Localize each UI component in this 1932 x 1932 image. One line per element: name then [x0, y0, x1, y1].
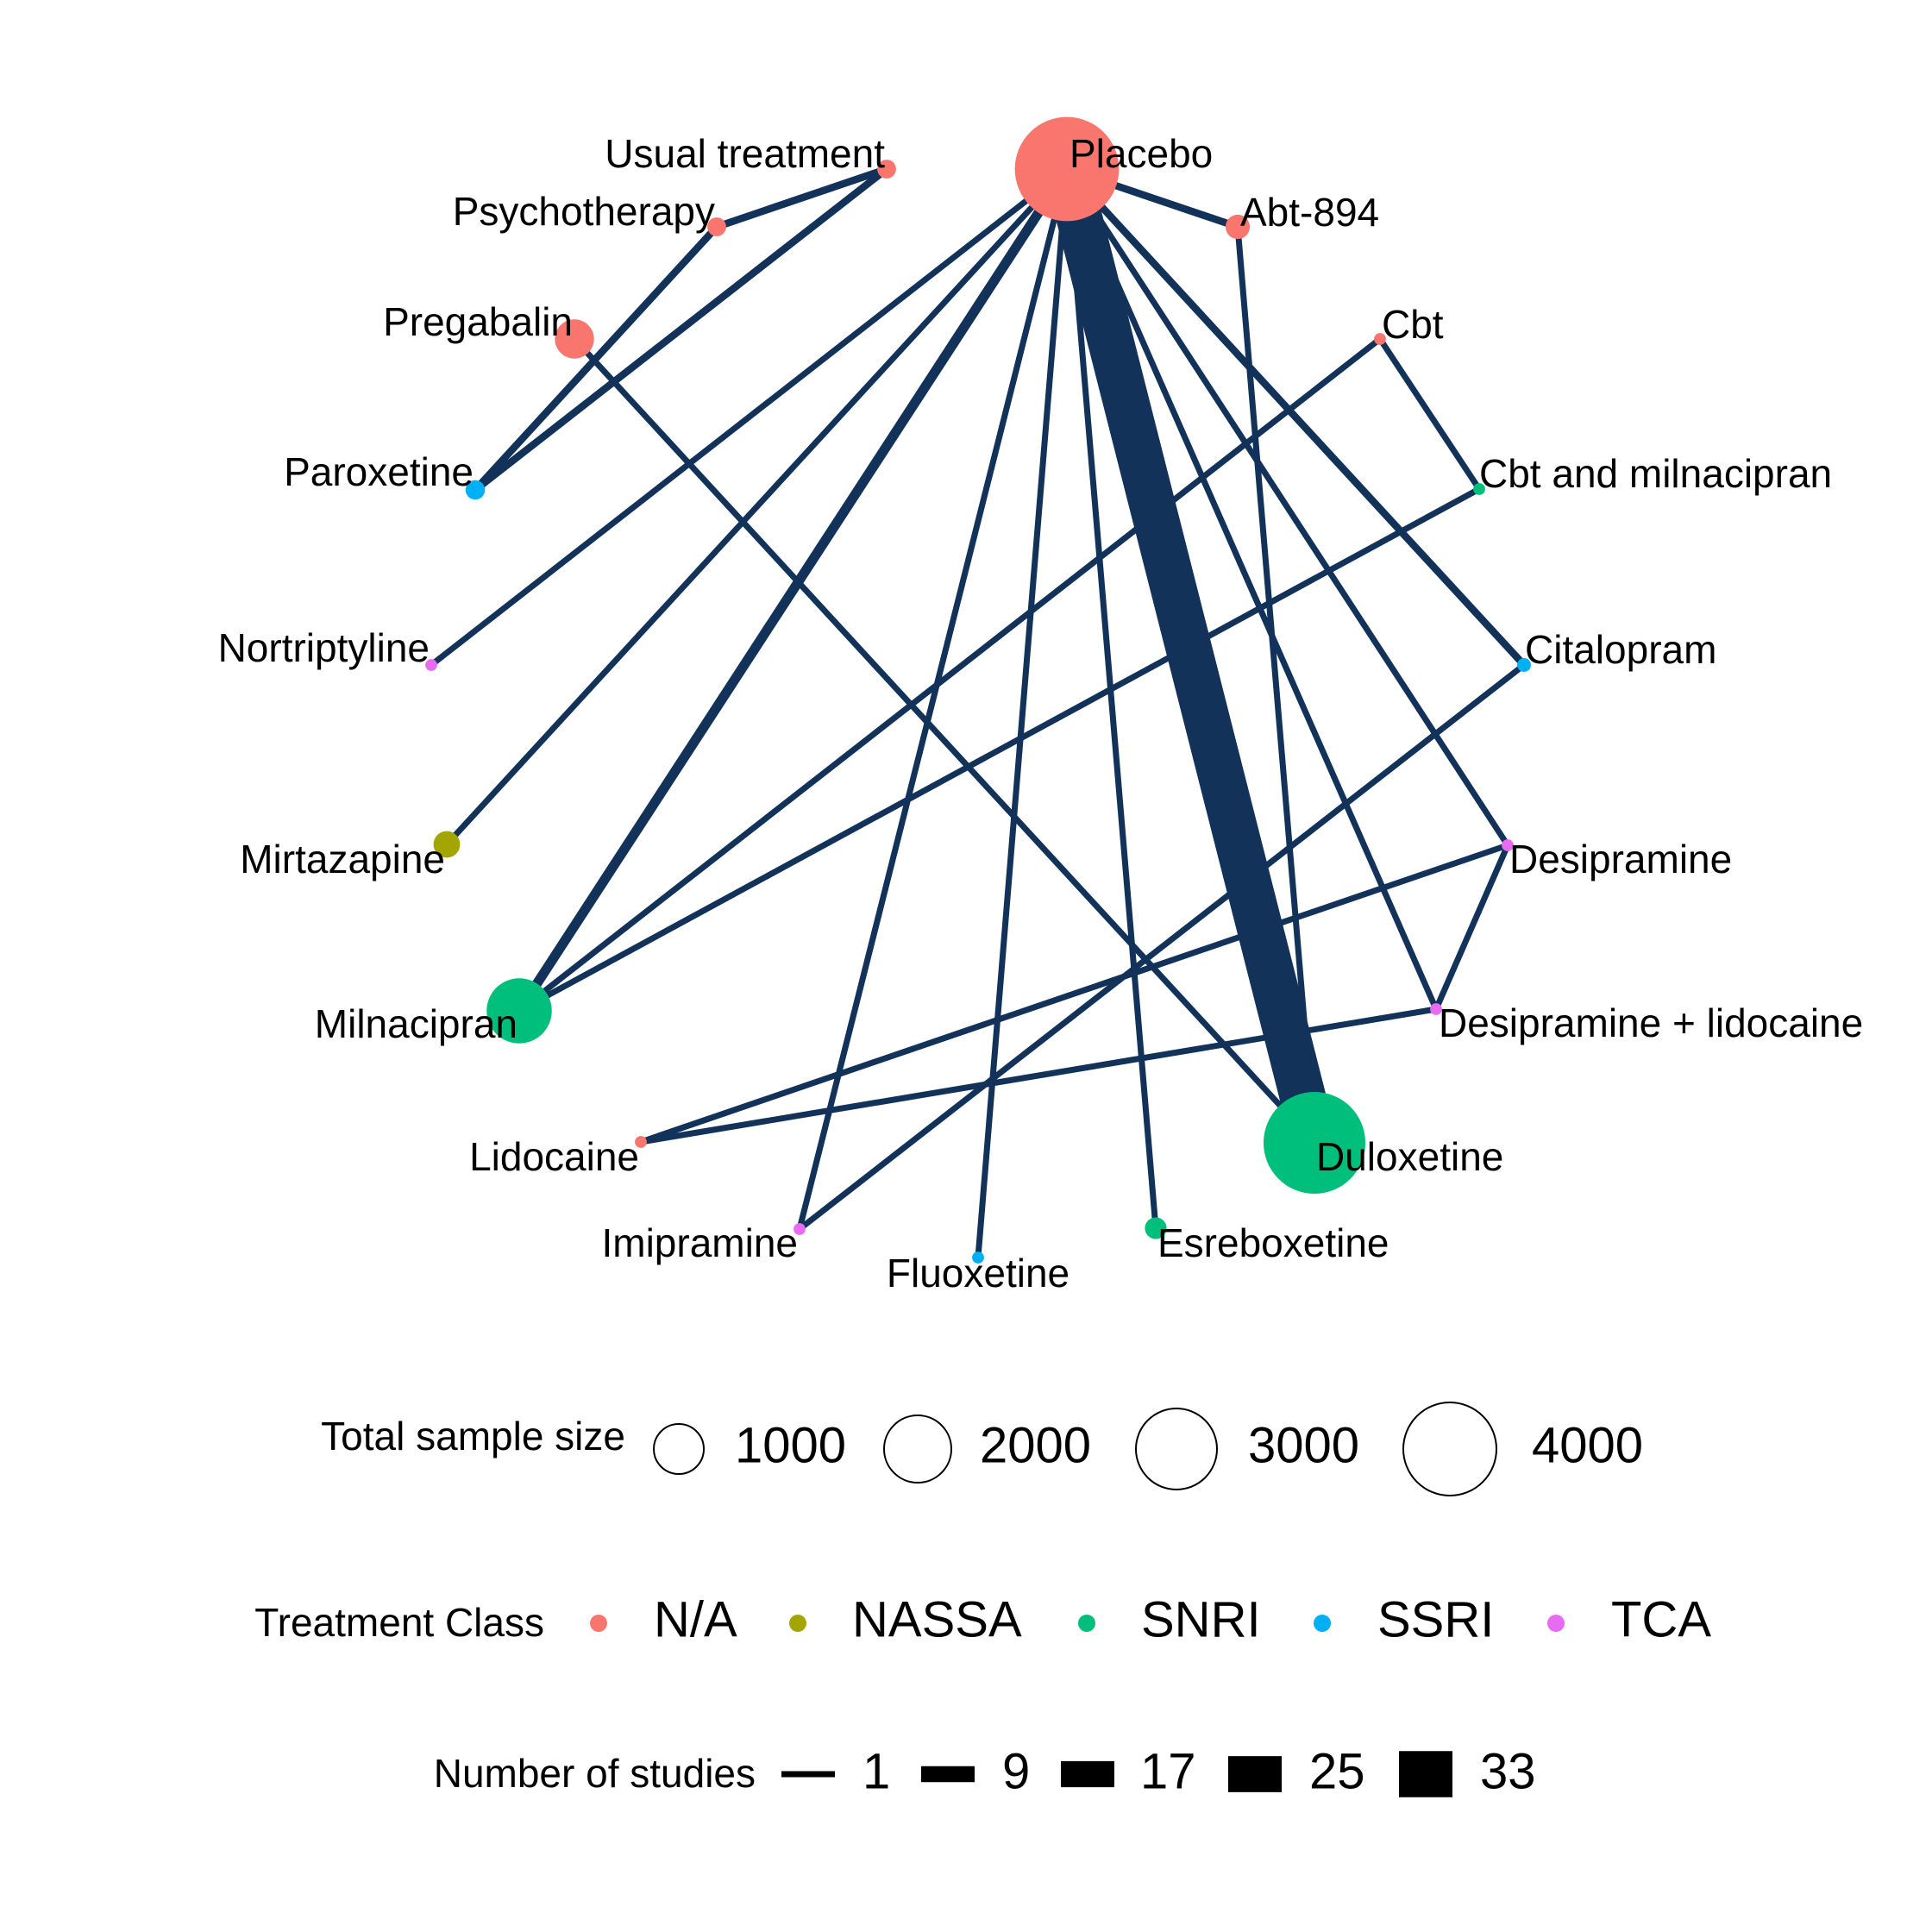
- node-pregabalin: [555, 319, 594, 359]
- node-label-mirtazapine: Mirtazapine: [240, 837, 445, 881]
- node-label-desipramine: Desipramine: [1509, 837, 1732, 881]
- node-mirtazapine: [433, 831, 461, 858]
- edge-placebo-esreboxetine: [1063, 168, 1159, 1229]
- node-label-duloxetine: Duloxetine: [1316, 1134, 1503, 1179]
- node-label-fluoxetine: Fluoxetine: [887, 1251, 1070, 1295]
- node-label-cbt: Cbt: [1382, 302, 1444, 347]
- edges-layer: [429, 163, 1527, 1258]
- legend-studies-label-17: 17: [1140, 1743, 1196, 1799]
- legend-studies-label-9: 9: [1002, 1743, 1030, 1799]
- legend-size-circle-4000: [1402, 1402, 1497, 1496]
- node-label-citalopram: Citalopram: [1525, 627, 1716, 672]
- node-nortriptyline: [425, 659, 437, 671]
- legend-size-circle-1000: [653, 1423, 705, 1475]
- edge-placebo-citalopram: [1063, 166, 1527, 668]
- node-abt-894: [1225, 214, 1251, 240]
- edge-placebo-duloxetine: [1044, 163, 1337, 1149]
- edge-placebo-mirtazapine: [444, 166, 1070, 847]
- legend-sample-size: Total sample size 1000 2000 3000 4000: [321, 1402, 1643, 1496]
- node-cbt: [1374, 333, 1386, 345]
- legend-class-dot-n-a: [590, 1615, 607, 1632]
- edge-placebo-nortriptyline: [429, 166, 1070, 668]
- node-label-pregabalin: Pregabalin: [383, 299, 573, 344]
- node-label-nortriptyline: Nortriptyline: [218, 625, 430, 670]
- node-citalopram: [1517, 658, 1531, 672]
- legend-sample-size-title: Total sample size: [321, 1414, 625, 1458]
- legend-size-label-1000: 1000: [735, 1417, 846, 1473]
- edge-desipramine-lidocaine-lidocaine: [640, 1006, 1437, 1145]
- legend-size-circle-2000: [883, 1414, 952, 1484]
- legend-size-label-3000: 3000: [1248, 1417, 1359, 1473]
- node-label-lidocaine: Lidocaine: [469, 1134, 639, 1179]
- edge-placebo-milnacipran: [515, 166, 1071, 1014]
- node-label-paroxetine: Paroxetine: [284, 449, 474, 494]
- node-label-desipramine-lidocaine: Desipramine + lidocaine: [1439, 1000, 1863, 1045]
- node-label-abt-894: Abt-894: [1240, 190, 1379, 235]
- labels-layer: Placebo Abt-894 Cbt Cbt and milnacipran Cita…: [218, 131, 1864, 1295]
- edge-cbt-and-milnacipran-milnacipran: [518, 486, 1481, 1014]
- edge-cbt-milnacipran: [517, 336, 1383, 1013]
- legend-class-label-snri: SNRI: [1141, 1591, 1261, 1647]
- legend-studies-label-33: 33: [1480, 1743, 1536, 1799]
- node-label-placebo: Placebo: [1070, 131, 1213, 176]
- node-paroxetine: [465, 480, 486, 500]
- node-cbt-and-milnacipran: [1473, 483, 1485, 495]
- legend-class-dot-nassa: [789, 1615, 806, 1632]
- node-label-psychotherapy: Psychotherapy: [453, 189, 715, 234]
- node-imipramine: [794, 1223, 806, 1235]
- node-label-esreboxetine: Esreboxetine: [1157, 1220, 1389, 1265]
- node-milnacipran: [486, 978, 552, 1044]
- legend-studies-title: Number of studies: [434, 1751, 756, 1796]
- edge-usual-treatment-psychotherapy: [715, 166, 888, 230]
- edge-abt-894-duloxetine: [1234, 226, 1318, 1144]
- node-psychotherapy: [707, 217, 726, 236]
- legend-class-dot-tca: [1547, 1615, 1565, 1632]
- legend-treatment-class-title: Treatment Class: [254, 1600, 544, 1645]
- node-label-usual-treatment: Usual treatment: [605, 131, 885, 176]
- legend-number-of-studies: Number of studies 1 9 17 25 33: [434, 1743, 1536, 1799]
- node-esreboxetine: [1145, 1217, 1167, 1239]
- legend-class-label-tca: TCA: [1611, 1591, 1711, 1647]
- nodes-layer: [425, 116, 1531, 1264]
- edge-psychotherapy-paroxetine: [472, 224, 720, 492]
- legend-studies-label-1: 1: [862, 1743, 890, 1799]
- node-desipramine-lidocaine: [1430, 1003, 1442, 1015]
- legend-class-label-n-a: N/A: [654, 1591, 737, 1647]
- legend-class-dot-snri: [1078, 1615, 1095, 1632]
- legend-size-circle-3000: [1135, 1408, 1218, 1490]
- legend-class-label-ssri: SSRI: [1377, 1591, 1494, 1647]
- legend-size-label-4000: 4000: [1532, 1417, 1643, 1473]
- node-fluoxetine: [972, 1251, 984, 1264]
- legend-class-label-nassa: NASSA: [852, 1591, 1022, 1647]
- legend-studies-label-25: 25: [1309, 1743, 1365, 1799]
- node-label-cbt-and-milnacipran: Cbt and milnacipran: [1479, 451, 1832, 496]
- edge-placebo-desipramine-lidocaine: [1063, 167, 1440, 1011]
- edge-cbt-cbt-and-milnacipran: [1377, 337, 1482, 491]
- legend-size-label-2000: 2000: [980, 1417, 1091, 1473]
- node-usual-treatment: [877, 160, 896, 179]
- legend-treatment-class: Treatment Class N/A NASSA SNRI SSRI TCA: [254, 1591, 1711, 1647]
- legend-class-dot-ssri: [1314, 1615, 1331, 1632]
- node-placebo: [1014, 116, 1120, 222]
- edge-desipramine-lidocaine: [639, 842, 1509, 1145]
- edge-usual-treatment-paroxetine: [473, 166, 889, 493]
- edge-placebo-imipramine: [796, 168, 1070, 1230]
- node-lidocaine: [635, 1136, 647, 1148]
- node-label-imipramine: Imipramine: [601, 1220, 798, 1265]
- node-desipramine: [1502, 839, 1514, 851]
- edge-pregabalin-duloxetine: [572, 336, 1317, 1145]
- node-duloxetine: [1263, 1091, 1366, 1195]
- edge-citalopram-imipramine: [797, 662, 1527, 1232]
- node-label-milnacipran: Milnacipran: [315, 1001, 518, 1046]
- edge-desipramine-desipramine-lidocaine: [1433, 844, 1511, 1011]
